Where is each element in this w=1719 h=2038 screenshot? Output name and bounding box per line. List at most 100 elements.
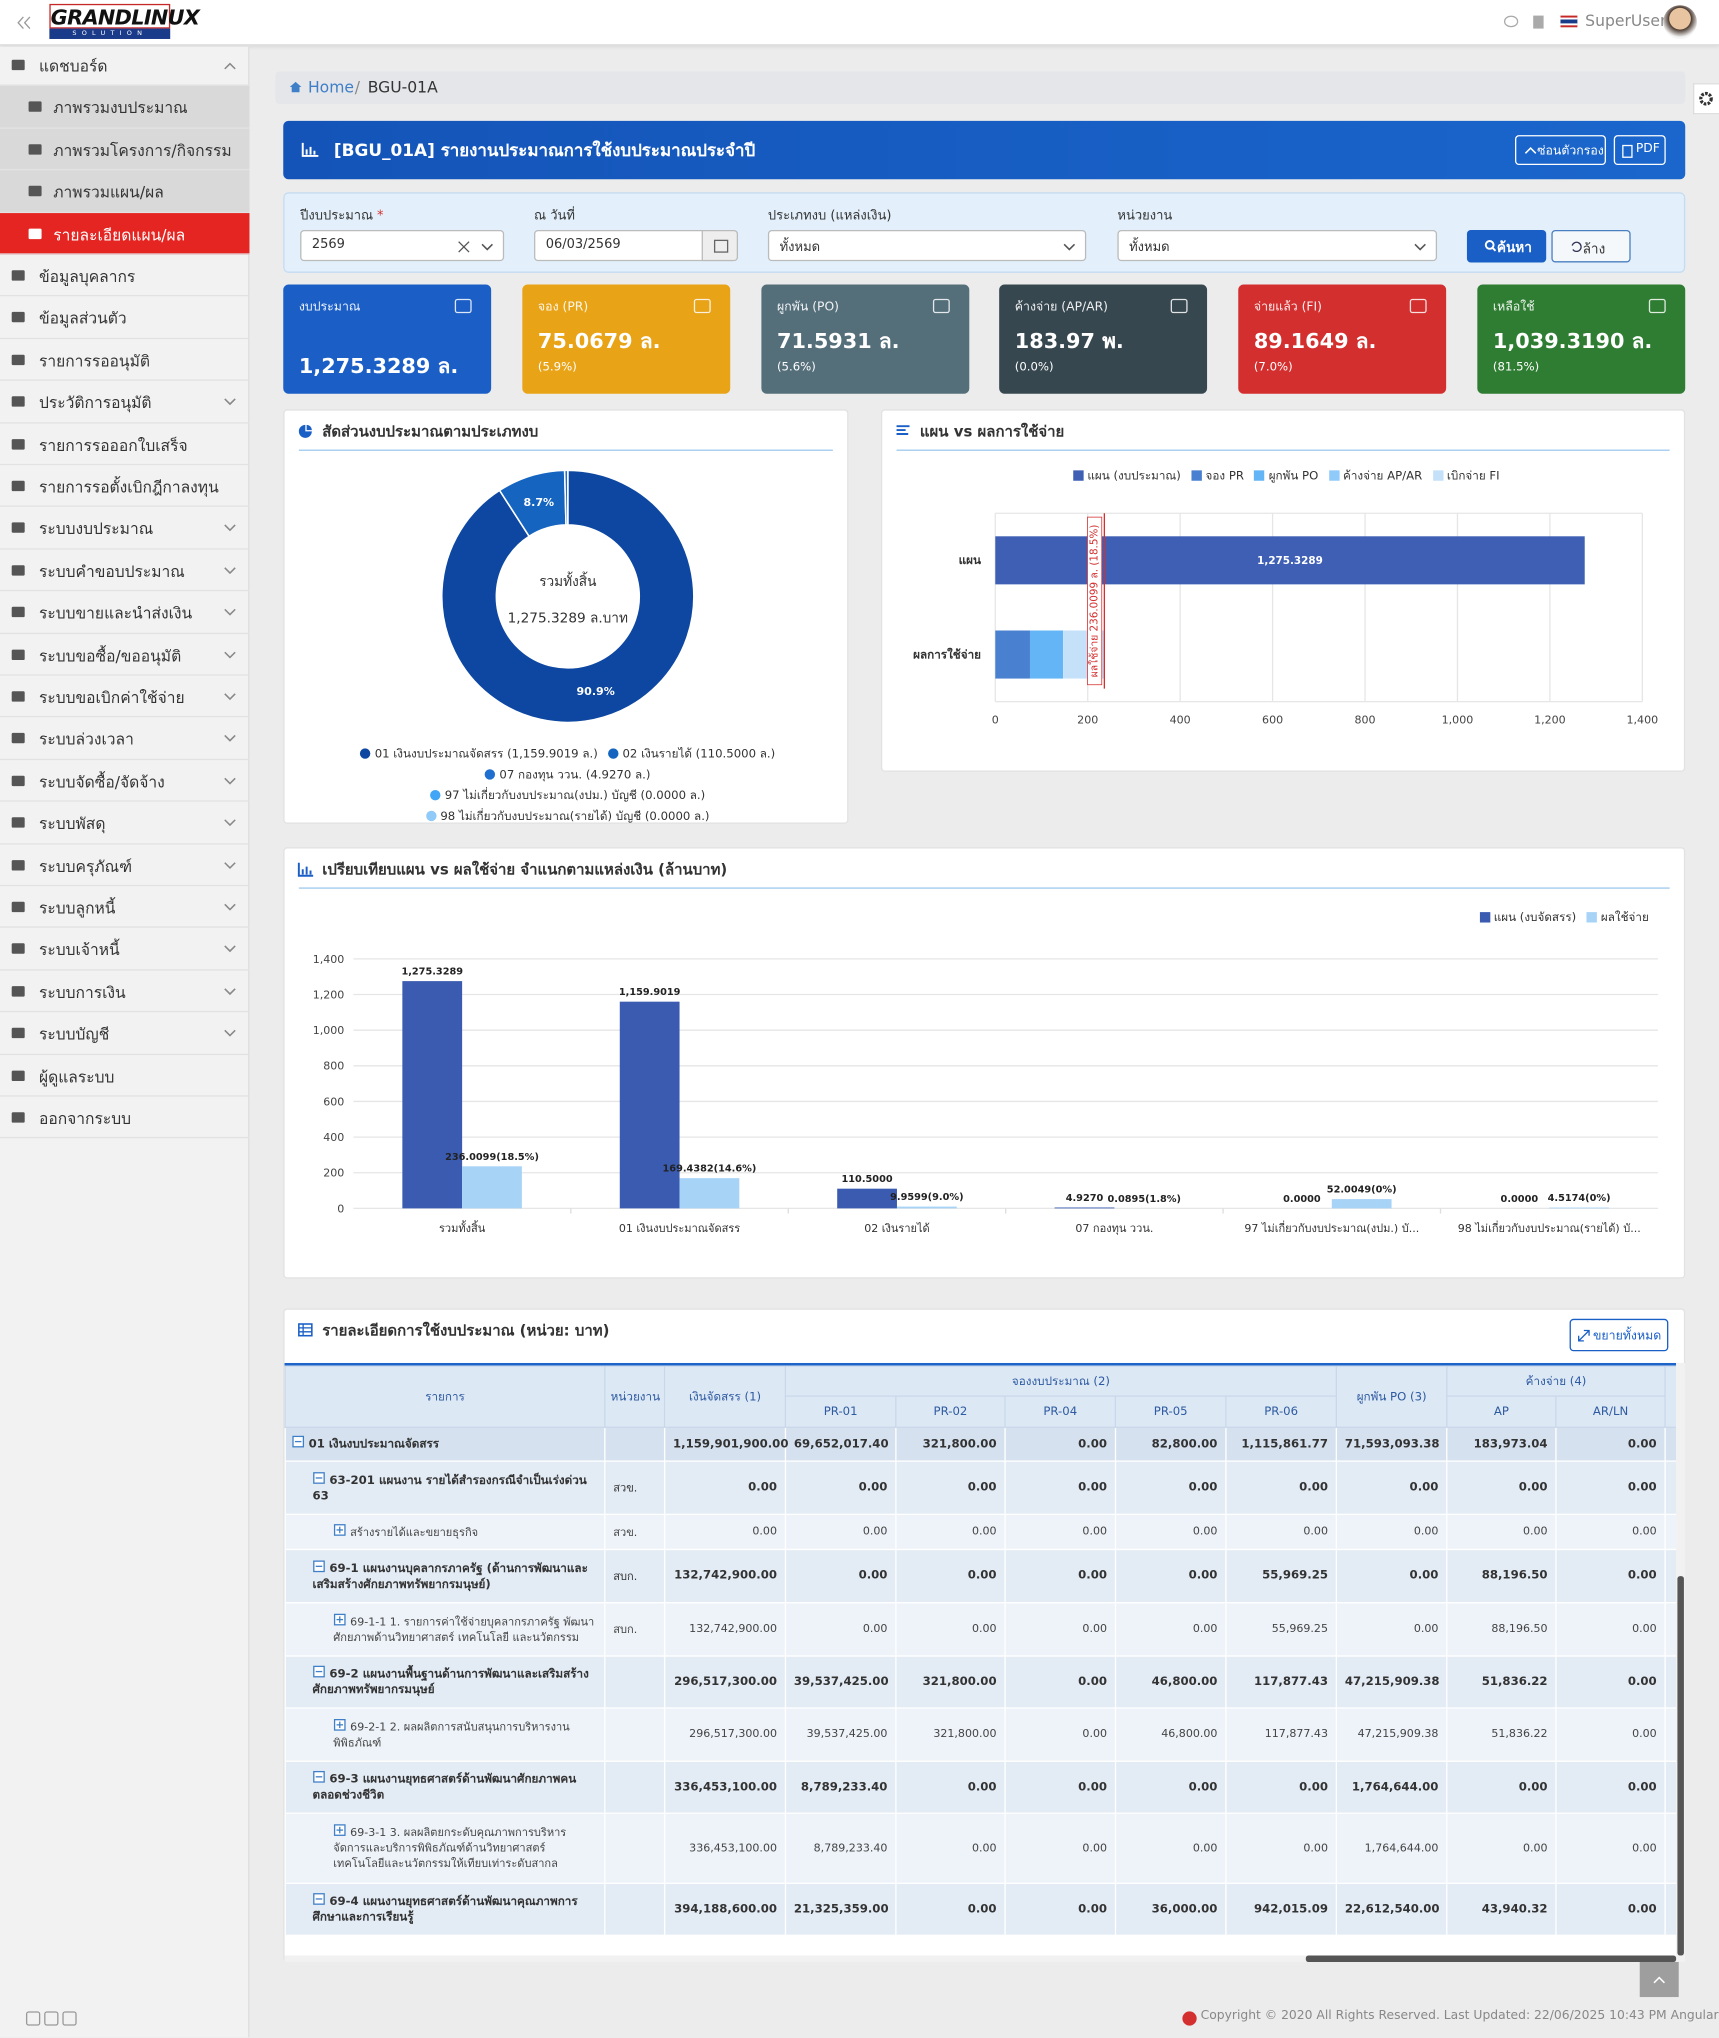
search-button[interactable]: ค้นหา	[1466, 229, 1547, 263]
v-scroll-thumb[interactable]	[1677, 1576, 1684, 1956]
row-toggle[interactable]	[312, 1559, 325, 1572]
select-input[interactable]: 2569	[300, 229, 505, 262]
menu-item[interactable]: รายการรอออกใบเสร็จ	[0, 423, 250, 466]
amount-cell: 22,612,540.00	[1336, 1883, 1448, 1936]
search-icon-part	[1484, 240, 1495, 250]
row-toggle[interactable]	[333, 1523, 345, 1536]
filter-label: หน่วยงาน	[1117, 209, 1173, 224]
amount-cell: 117,877.43	[1225, 1707, 1338, 1762]
chevron-part	[224, 903, 236, 911]
amount-cell: 47,215,909.38	[1336, 1655, 1448, 1709]
menu-item[interactable]: ระบบล่วงเวลา	[0, 718, 250, 760]
menu-item[interactable]: ข้อมูลส่วนตัว	[0, 297, 250, 339]
menu-item[interactable]: ระบบเจ้าหนี้	[0, 928, 250, 971]
social-icon[interactable]	[44, 2011, 59, 2026]
menu-item[interactable]: ผู้ดูแลระบบ	[0, 1055, 250, 1097]
amount-cell: 0.00	[1556, 1883, 1666, 1936]
hide-filter-button[interactable]: ซ่อนตัวกรอง	[1515, 135, 1606, 166]
user-name[interactable]: SuperUser	[1585, 11, 1667, 30]
breadcrumb-home[interactable]: Home	[307, 77, 354, 97]
unit-cell: สวข.	[604, 1461, 666, 1516]
search-icon	[1484, 240, 1497, 252]
row-toggle[interactable]	[333, 1613, 345, 1625]
menu-item[interactable]: แดชบอร์ด	[0, 44, 250, 87]
social-icon[interactable]	[25, 2011, 41, 2026]
chevron-part	[1653, 1976, 1665, 1984]
row-toggle[interactable]	[312, 1770, 325, 1783]
collapse-icon-part	[23, 16, 31, 30]
row-label: 69-2 แผนงานพื้นฐานด้านการพัฒนาและเสริมสร…	[312, 1668, 589, 1697]
menu-item[interactable]: รายการรออนุมัติ	[0, 339, 250, 381]
amount-cell: 43,940.32	[1446, 1883, 1557, 1936]
page-title: [BGU_01A] รายงานประมาณการใช้งบประมาณประจ…	[333, 141, 756, 162]
legend-label: 98 ไม่เกี่ยวกับงบประมาณ(รายได้) บัญชี (0…	[440, 810, 710, 824]
menu-item[interactable]: ระบบจัดซื้อ/จัดจ้าง	[0, 760, 250, 802]
menu-item[interactable]: ข้อมูลบุคลากร	[0, 255, 250, 297]
kpi-icon	[932, 298, 950, 314]
legend-swatch	[1254, 470, 1265, 481]
menu-item[interactable]: ระบบขายและนำส่งเงิน	[0, 591, 250, 634]
menu-item[interactable]: รายการรอตั้งเบิกฎีกาลงทุน	[0, 465, 250, 508]
table-row: 69-2 แผนงานพื้นฐานด้านการพัฒนาและเสริมสร…	[285, 1655, 1677, 1709]
amount-cell: 0.00	[1556, 1549, 1666, 1604]
select-input[interactable]: ทั้งหมด	[767, 229, 1087, 262]
row-toggle[interactable]	[291, 1435, 304, 1448]
submenu-item[interactable]: ภาพรวมงบประมาณ	[0, 86, 250, 129]
chevron	[224, 566, 236, 574]
pdf-button[interactable]: PDF	[1613, 135, 1666, 166]
menu-item[interactable]: ระบบครุภัณฑ์	[0, 844, 250, 887]
row-toggle[interactable]	[312, 1665, 325, 1678]
menu-item[interactable]: ระบบการเงิน	[0, 970, 250, 1013]
menu-icon	[11, 1112, 25, 1123]
amount-cell: 0.00	[1005, 1427, 1117, 1462]
menu-item[interactable]: ระบบคำขอบประมาณ	[0, 549, 250, 592]
kpi-label: จ่ายแล้ว (FI)	[1253, 300, 1322, 315]
kpi-value: 89.1649 ล.	[1253, 328, 1377, 354]
row-toggle[interactable]	[312, 1893, 325, 1905]
amount-cell: 21,325,359.00	[785, 1883, 897, 1936]
menu-item[interactable]: ระบบขอซื้อ/ขออนุมัติ	[0, 634, 250, 676]
row-label: 69-4 แผนงานยุทธศาสตร์ด้านพัฒนาคุณภาพการศ…	[312, 1895, 578, 1925]
submenu-item[interactable]: ภาพรวมโครงการ/กิจกรรม	[0, 128, 250, 171]
menu-item[interactable]: ระบบงบประมาณ	[0, 507, 250, 550]
table-row: 69-4 แผนงานยุทธศาสตร์ด้านพัฒนาคุณภาพการศ…	[285, 1883, 1677, 1936]
submenu-item[interactable]: ภาพรวมแผน/ผล	[0, 170, 250, 213]
date-input[interactable]: 06/03/2569	[534, 229, 739, 262]
toggle-bar	[338, 1720, 340, 1728]
chevron-part	[224, 398, 236, 406]
menu-item[interactable]: ระบบพัสดุ	[0, 802, 250, 845]
settings-tab[interactable]	[1693, 83, 1719, 115]
table-row: 69-2-1 2. ผลผลิตการสนับสนุนการบริหารงานพ…	[285, 1707, 1677, 1762]
scroll-top-button[interactable]	[1639, 1961, 1679, 1998]
chevron	[224, 945, 236, 953]
gear-icon-part	[1699, 91, 1713, 106]
menu-item[interactable]: ระบบขอเบิกค่าใช้จ่าย	[0, 676, 250, 718]
row-toggle[interactable]	[333, 1718, 345, 1731]
filter-value: ทั้งหมด	[1129, 240, 1170, 255]
legend-label: 97 ไม่เกี่ยวกับงบประมาณ(งปม.) บัญชี (0.0…	[444, 789, 706, 803]
legend-label: ผูกพัน PO	[1268, 470, 1319, 484]
menu-item[interactable]: ระบบลูกหนี้	[0, 886, 250, 929]
legend-swatch	[1432, 470, 1444, 481]
panel-icon-part	[896, 425, 910, 435]
calendar-icon-part	[713, 239, 729, 253]
row-toggle[interactable]	[333, 1824, 345, 1836]
pdf-icon-part	[1622, 144, 1633, 158]
social-icon[interactable]	[62, 2011, 77, 2026]
h-scroll-thumb[interactable]	[1305, 1955, 1677, 1962]
item-cell: 69-4 แผนงานยุทธศาสตร์ด้านพัฒนาคุณภาพการศ…	[285, 1883, 606, 1936]
row-toggle[interactable]	[312, 1471, 325, 1484]
item-cell: 01 เงินงบประมาณจัดสรร	[285, 1427, 606, 1462]
menu-item[interactable]: ระบบบัญชี	[0, 1012, 250, 1055]
amount-cell: 296,517,300.00	[664, 1655, 787, 1709]
hide-filter-label: ซ่อนตัวกรอง	[1537, 144, 1604, 159]
calendar-button[interactable]	[701, 229, 739, 262]
clear-button[interactable]: ล้าง	[1551, 229, 1631, 263]
unit-cell	[604, 1813, 666, 1885]
menu-item[interactable]: ออกจากระบบ	[0, 1097, 250, 1139]
expand-all-button[interactable]: ขยายทั้งหมด	[1569, 1318, 1669, 1352]
select-input[interactable]: ทั้งหมด	[1117, 229, 1438, 262]
submenu-item[interactable]: รายละเอียดแผน/ผล	[0, 212, 250, 255]
menu-item[interactable]: ประวัติการอนุมัติ	[0, 381, 250, 424]
avatar[interactable]	[1663, 5, 1697, 39]
